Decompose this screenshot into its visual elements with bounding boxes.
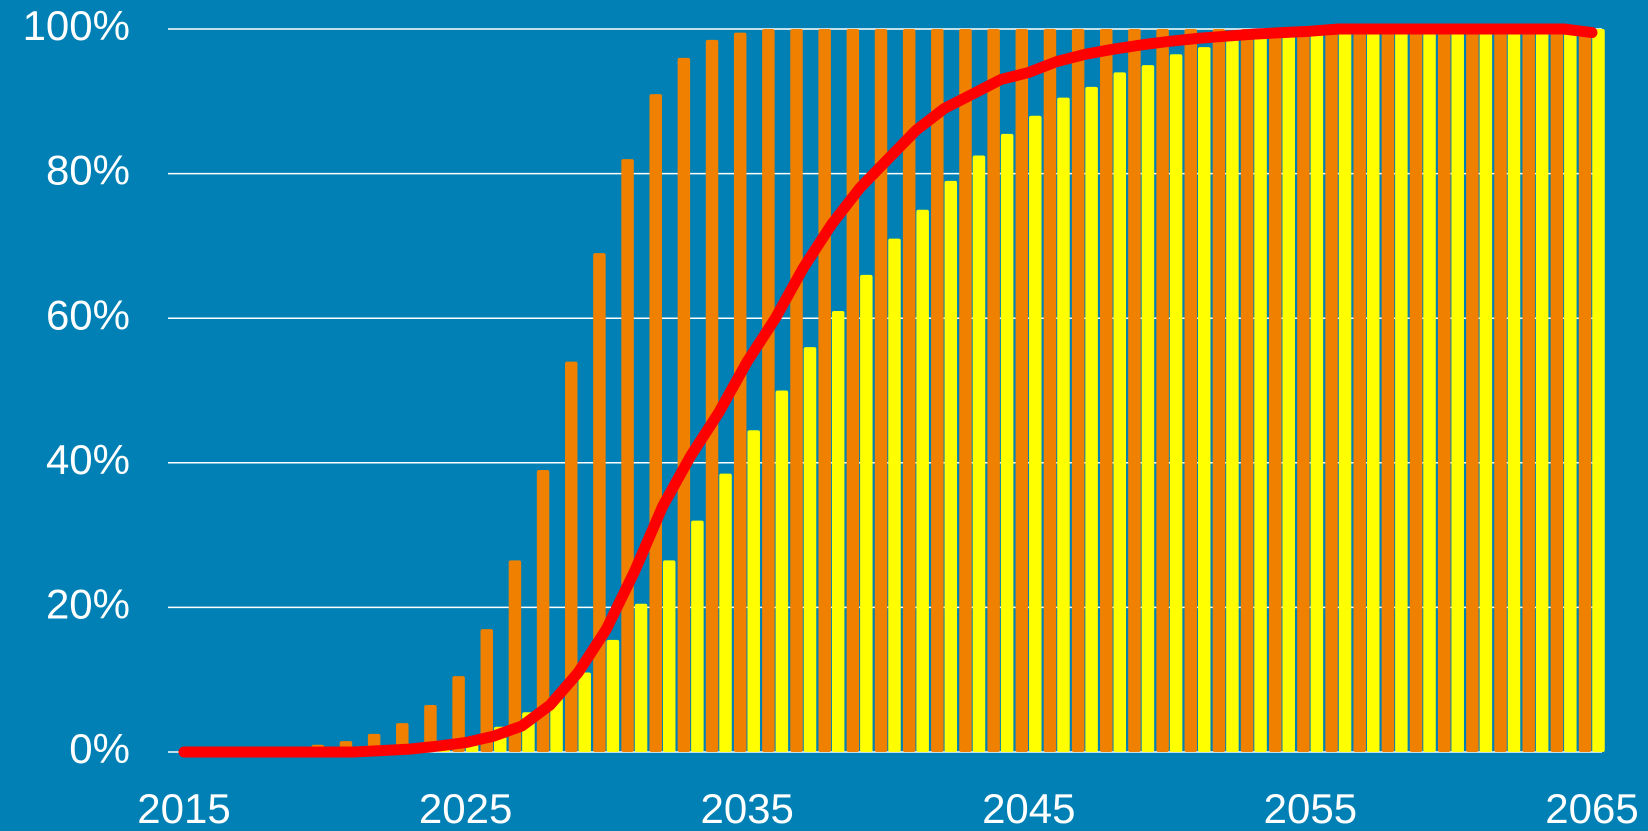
bar (1578, 29, 1592, 752)
bar (1522, 29, 1535, 752)
bar (424, 705, 437, 752)
bar (677, 57, 691, 753)
bar (1338, 29, 1352, 752)
bar (972, 155, 986, 752)
y-tick-label: 40% (46, 436, 130, 483)
bar (1113, 72, 1127, 752)
bar (1479, 29, 1493, 752)
bar (902, 29, 916, 752)
bar (452, 676, 465, 752)
y-tick-label: 0% (69, 725, 130, 772)
y-tick-label: 20% (46, 580, 130, 627)
bar (1254, 36, 1267, 753)
bar (1297, 29, 1310, 752)
bar (874, 29, 888, 752)
bar (1029, 115, 1042, 752)
bar (1057, 97, 1070, 752)
bar (1437, 29, 1451, 752)
bar (1141, 65, 1155, 752)
bar (790, 29, 803, 752)
bar (931, 29, 944, 752)
x-tick-label: 2065 (1545, 785, 1638, 831)
bar (564, 361, 578, 752)
bar (606, 639, 620, 752)
bar (1409, 29, 1423, 752)
bar (1268, 29, 1282, 752)
bar (1466, 29, 1479, 752)
bar (775, 390, 789, 752)
bar (536, 470, 550, 752)
bar (1000, 133, 1014, 752)
bar (987, 29, 1000, 752)
bar (818, 29, 831, 752)
bar (860, 274, 873, 752)
bar (944, 180, 958, 752)
bar (508, 560, 522, 752)
bar (691, 520, 704, 752)
bar (1395, 29, 1408, 752)
bar (1156, 29, 1169, 752)
bar (888, 238, 901, 753)
bar (1015, 29, 1029, 752)
x-tick-label: 2035 (700, 785, 793, 831)
bar (916, 209, 929, 752)
bar (1169, 54, 1183, 753)
x-tick-label: 2045 (982, 785, 1075, 831)
bar (1494, 29, 1507, 752)
x-tick-label: 2055 (1264, 785, 1357, 831)
bar (578, 672, 591, 752)
bar (831, 310, 845, 752)
bar (1353, 29, 1366, 752)
y-tick-label: 80% (46, 147, 130, 194)
bar (649, 94, 662, 752)
bar (733, 32, 747, 753)
bar (959, 29, 972, 752)
y-tick-label: 100% (23, 2, 130, 49)
bar (1451, 29, 1464, 752)
bar (1100, 29, 1113, 752)
bar (1325, 29, 1338, 752)
bar (1310, 29, 1324, 752)
bar (719, 473, 732, 752)
bar (1128, 29, 1141, 752)
bar (1212, 29, 1226, 752)
bar (1535, 29, 1549, 752)
bar (803, 347, 817, 752)
line (178, 23, 1598, 758)
bar (1085, 86, 1098, 753)
bar (1184, 29, 1198, 752)
bar (634, 603, 648, 752)
bar (1592, 29, 1605, 752)
bar (1198, 47, 1211, 752)
x-tick-label: 2025 (419, 785, 512, 831)
bar (846, 29, 860, 752)
bar (1381, 29, 1395, 752)
bar (1564, 29, 1577, 752)
x-tick-label: 2015 (137, 785, 230, 831)
bar (705, 39, 719, 753)
bar (762, 29, 775, 752)
bar (550, 697, 563, 752)
bar (662, 560, 676, 752)
bar (1366, 29, 1380, 752)
bar (480, 629, 494, 752)
bar (1071, 29, 1085, 752)
bar (747, 430, 760, 752)
bar (621, 159, 634, 752)
bar (1550, 29, 1564, 752)
bar (1423, 29, 1436, 752)
bar (593, 253, 606, 752)
bar (1507, 29, 1521, 752)
bar (1226, 39, 1239, 753)
bar (1282, 32, 1295, 753)
bar (1240, 29, 1254, 752)
y-tick-label: 60% (46, 291, 130, 338)
bar (1043, 29, 1057, 752)
